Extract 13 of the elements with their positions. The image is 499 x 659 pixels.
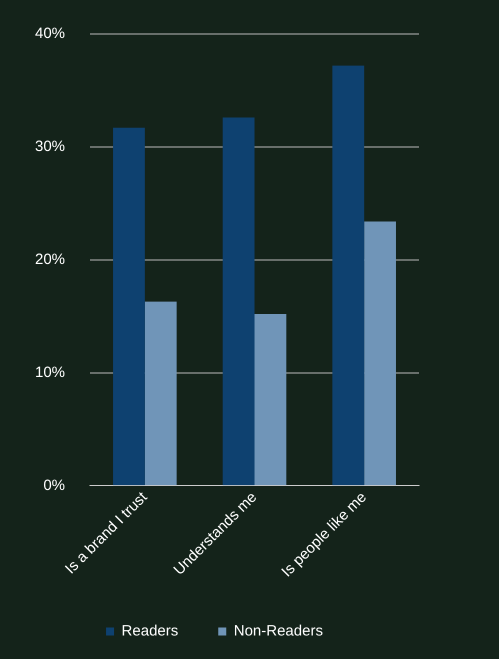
bar [332,66,364,486]
y-tick-label: 20% [34,250,66,268]
legend-label: Non-Readers [234,622,323,640]
y-tick-label: 0% [43,476,66,494]
bar [364,221,396,486]
bar [144,302,177,486]
bar [113,128,145,486]
bar [254,314,286,486]
legend-label: Readers [122,622,178,640]
bar [222,118,255,486]
y-tick-label: 30% [34,138,66,156]
y-tick-label: 10% [34,364,66,381]
y-tick-label: 40% [34,25,66,42]
